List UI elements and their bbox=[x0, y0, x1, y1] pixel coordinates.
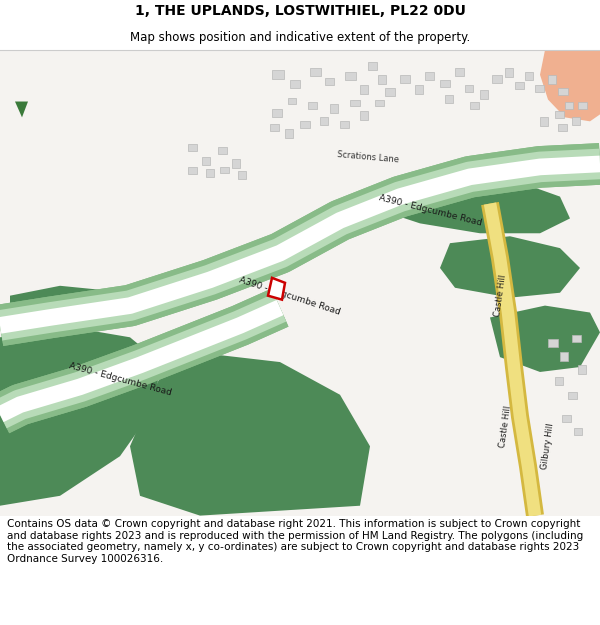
Text: Contains OS data © Crown copyright and database right 2021. This information is : Contains OS data © Crown copyright and d… bbox=[7, 519, 583, 564]
Text: A390 - Edgcumbe Road: A390 - Edgcumbe Road bbox=[68, 361, 172, 397]
Polygon shape bbox=[268, 278, 285, 299]
Polygon shape bbox=[440, 236, 580, 298]
Bar bbox=[470, 101, 479, 109]
Text: 1, THE UPLANDS, LOSTWITHIEL, PL22 0DU: 1, THE UPLANDS, LOSTWITHIEL, PL22 0DU bbox=[134, 4, 466, 18]
Bar bbox=[188, 144, 197, 151]
Text: A390 - Edgcumbe Road: A390 - Edgcumbe Road bbox=[238, 275, 342, 316]
Polygon shape bbox=[540, 50, 600, 121]
Bar bbox=[425, 72, 434, 80]
Bar bbox=[555, 111, 564, 118]
Bar bbox=[560, 352, 568, 361]
Bar bbox=[378, 75, 386, 84]
Bar bbox=[568, 392, 577, 399]
Bar bbox=[548, 75, 556, 84]
Bar bbox=[310, 68, 321, 76]
Polygon shape bbox=[10, 286, 100, 316]
Polygon shape bbox=[15, 101, 28, 118]
Polygon shape bbox=[490, 306, 600, 372]
Bar bbox=[440, 80, 450, 87]
Bar bbox=[578, 365, 586, 374]
Bar bbox=[548, 339, 558, 348]
Bar bbox=[340, 121, 349, 128]
Bar bbox=[574, 429, 582, 436]
Bar bbox=[415, 84, 423, 94]
Bar bbox=[540, 118, 548, 126]
Bar bbox=[325, 78, 334, 84]
Bar bbox=[578, 101, 587, 109]
Bar bbox=[220, 167, 229, 173]
Bar bbox=[308, 101, 317, 109]
Bar bbox=[285, 129, 293, 138]
Bar bbox=[572, 118, 580, 125]
Bar bbox=[360, 111, 368, 121]
Text: Scrations Lane: Scrations Lane bbox=[337, 150, 399, 164]
Bar bbox=[202, 157, 210, 165]
Bar bbox=[505, 68, 513, 77]
Bar bbox=[562, 414, 571, 422]
Bar bbox=[465, 84, 473, 92]
Bar bbox=[206, 169, 214, 177]
Text: Map shows position and indicative extent of the property.: Map shows position and indicative extent… bbox=[130, 31, 470, 44]
Bar bbox=[270, 124, 279, 131]
Bar bbox=[455, 68, 464, 76]
Bar bbox=[272, 70, 284, 79]
Polygon shape bbox=[130, 355, 370, 516]
Polygon shape bbox=[390, 179, 570, 233]
Bar bbox=[515, 82, 524, 89]
Bar bbox=[350, 99, 360, 106]
Bar bbox=[360, 84, 368, 94]
Bar bbox=[558, 124, 567, 131]
Bar bbox=[218, 147, 227, 154]
Bar bbox=[188, 167, 197, 174]
Bar bbox=[232, 159, 240, 168]
Bar bbox=[558, 88, 568, 94]
Bar bbox=[385, 88, 395, 96]
Text: Castle Hill: Castle Hill bbox=[497, 405, 512, 448]
Bar bbox=[345, 72, 356, 80]
Bar bbox=[320, 118, 328, 125]
Polygon shape bbox=[0, 326, 160, 506]
Bar bbox=[375, 99, 384, 106]
Bar bbox=[288, 98, 296, 104]
Bar bbox=[525, 72, 533, 80]
Text: A390 - Edgcumbe Road: A390 - Edgcumbe Road bbox=[377, 193, 482, 228]
Text: Gilbury Hill: Gilbury Hill bbox=[540, 422, 556, 470]
Bar bbox=[492, 75, 502, 82]
Bar bbox=[368, 62, 377, 70]
Bar bbox=[572, 336, 581, 342]
Bar bbox=[238, 171, 246, 179]
Bar bbox=[300, 121, 310, 128]
Bar bbox=[535, 84, 544, 92]
Bar bbox=[290, 80, 300, 88]
Bar bbox=[565, 101, 573, 109]
Bar bbox=[330, 104, 338, 113]
Bar bbox=[480, 89, 488, 99]
Bar bbox=[445, 94, 453, 102]
Bar bbox=[400, 75, 410, 82]
Text: Castle Hill: Castle Hill bbox=[493, 274, 508, 318]
Bar bbox=[272, 109, 282, 118]
Bar bbox=[555, 377, 563, 385]
